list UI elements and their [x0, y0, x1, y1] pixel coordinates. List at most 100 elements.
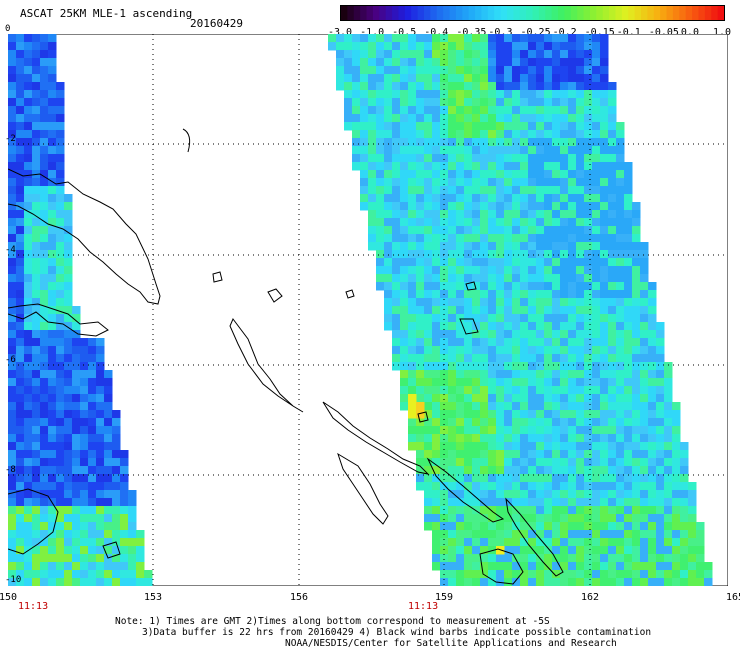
wind-cell — [376, 74, 385, 83]
wind-cell — [640, 378, 649, 387]
wind-cell — [56, 378, 65, 387]
wind-cell — [344, 66, 353, 75]
wind-cell — [544, 562, 553, 571]
wind-cell — [576, 378, 585, 387]
wind-cell — [528, 122, 537, 131]
wind-cell — [416, 274, 425, 283]
wind-cell — [608, 514, 617, 523]
wind-cell — [40, 378, 49, 387]
wind-cell — [560, 130, 569, 139]
wind-cell — [464, 578, 473, 586]
wind-cell — [16, 234, 25, 243]
wind-cell — [648, 354, 657, 363]
wind-cell — [472, 290, 481, 299]
wind-cell — [48, 274, 57, 283]
wind-cell — [480, 562, 489, 571]
wind-cell — [600, 498, 609, 507]
wind-cell — [528, 514, 537, 523]
wind-cell — [424, 90, 433, 99]
wind-cell — [464, 114, 473, 123]
wind-cell — [72, 370, 81, 379]
wind-cell — [464, 74, 473, 83]
wind-cell — [536, 154, 545, 163]
wind-cell — [672, 482, 681, 491]
wind-cell — [552, 258, 561, 267]
wind-cell — [8, 50, 17, 59]
wind-cell — [80, 522, 89, 531]
wind-cell — [432, 178, 441, 187]
wind-cell — [456, 450, 465, 459]
wind-cell — [72, 482, 81, 491]
wind-cell — [400, 58, 409, 67]
wind-cell — [616, 474, 625, 483]
wind-cell — [416, 282, 425, 291]
wind-cell — [448, 42, 457, 51]
wind-cell — [528, 418, 537, 427]
wind-cell — [456, 394, 465, 403]
wind-cell — [440, 514, 449, 523]
wind-cell — [552, 394, 561, 403]
wind-cell — [72, 514, 81, 523]
wind-cell — [480, 202, 489, 211]
wind-cell — [472, 74, 481, 83]
wind-cell — [456, 90, 465, 99]
wind-cell — [408, 242, 417, 251]
wind-cell — [64, 554, 73, 563]
wind-cell — [504, 282, 513, 291]
wind-cell — [384, 298, 393, 307]
wind-cell — [480, 234, 489, 243]
wind-cell — [536, 442, 545, 451]
wind-cell — [16, 490, 25, 499]
wind-cell — [456, 154, 465, 163]
wind-cell — [536, 82, 545, 91]
wind-cell — [648, 282, 657, 291]
wind-cell — [584, 482, 593, 491]
wind-cell — [504, 234, 513, 243]
wind-cell — [520, 418, 529, 427]
wind-cell — [456, 66, 465, 75]
wind-cell — [88, 354, 97, 363]
wind-cell — [368, 74, 377, 83]
wind-cell — [24, 538, 33, 547]
wind-cell — [608, 258, 617, 267]
wind-cell — [640, 450, 649, 459]
wind-cell — [56, 402, 65, 411]
wind-cell — [568, 58, 577, 67]
wind-cell — [40, 138, 49, 147]
wind-cell — [600, 490, 609, 499]
wind-cell — [72, 522, 81, 531]
wind-cell — [96, 458, 105, 467]
wind-cell — [600, 418, 609, 427]
wind-cell — [584, 498, 593, 507]
wind-cell — [104, 458, 113, 467]
wind-cell — [56, 330, 65, 339]
wind-cell — [488, 274, 497, 283]
wind-cell — [496, 354, 505, 363]
wind-cell — [584, 362, 593, 371]
wind-cell — [640, 394, 649, 403]
wind-cell — [456, 178, 465, 187]
wind-cell — [656, 522, 665, 531]
wind-cell — [592, 138, 601, 147]
wind-cell — [520, 386, 529, 395]
wind-cell — [576, 458, 585, 467]
wind-cell — [472, 514, 481, 523]
wind-cell — [472, 226, 481, 235]
wind-cell — [640, 290, 649, 299]
wind-cell — [496, 570, 505, 579]
wind-cell — [560, 162, 569, 171]
wind-cell — [456, 146, 465, 155]
wind-cell — [368, 50, 377, 59]
wind-cell — [584, 546, 593, 555]
wind-cell — [40, 410, 49, 419]
wind-cell — [616, 338, 625, 347]
wind-cell — [32, 50, 41, 59]
wind-cell — [648, 506, 657, 515]
wind-cell — [472, 234, 481, 243]
wind-cell — [56, 98, 65, 107]
wind-cell — [56, 570, 65, 579]
wind-cell — [576, 130, 585, 139]
wind-cell — [8, 154, 17, 163]
wind-cell — [512, 378, 521, 387]
note-line-2: 3)Data buffer is 22 hrs from 20160429 4)… — [142, 627, 652, 638]
